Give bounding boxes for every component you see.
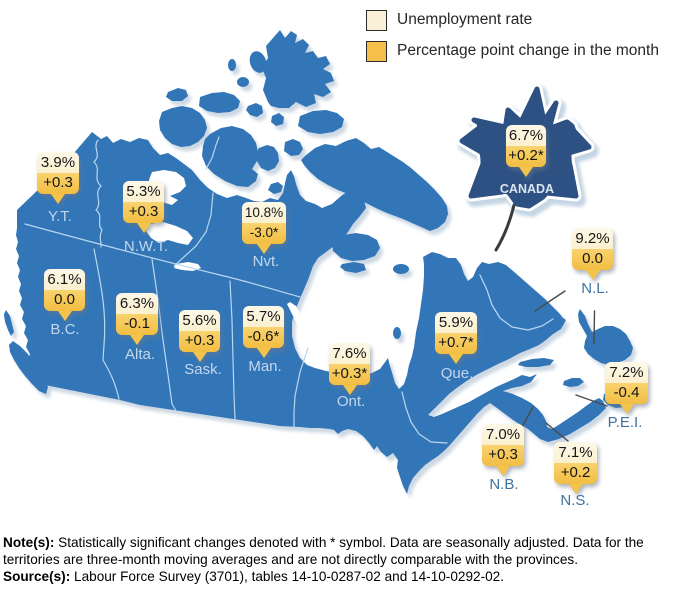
svg-text:CANADA: CANADA: [500, 182, 554, 196]
